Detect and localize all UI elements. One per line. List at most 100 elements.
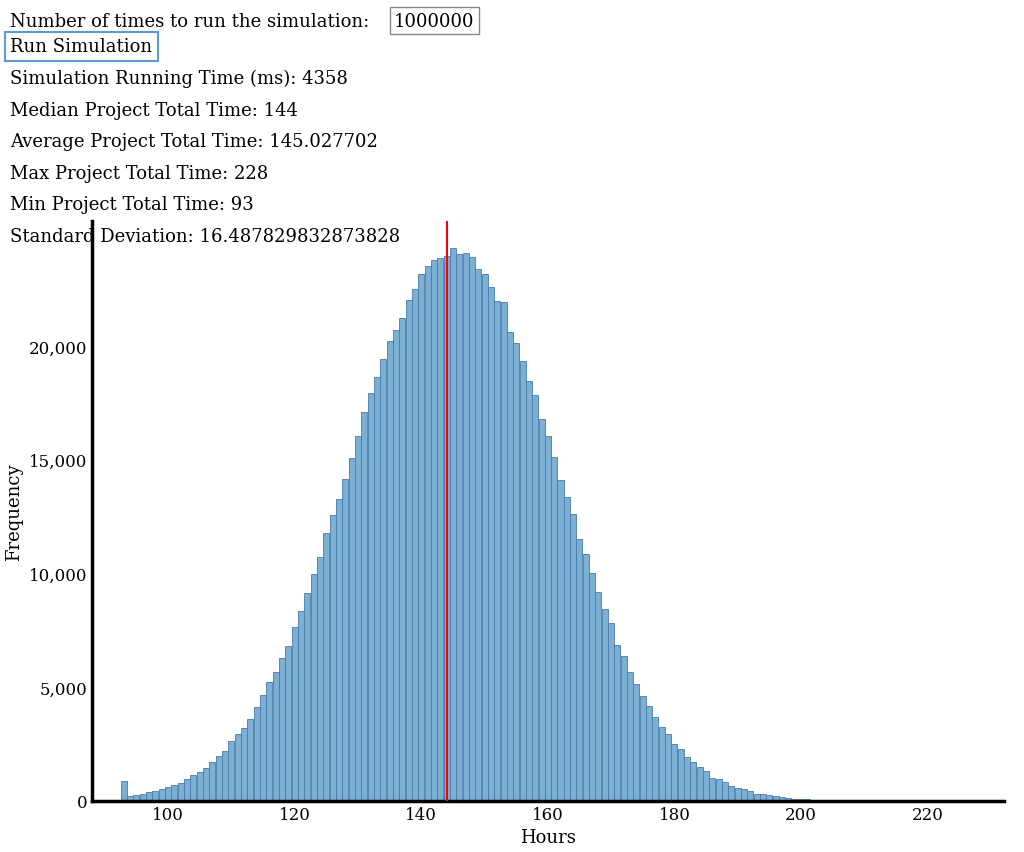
Bar — [779, 797, 785, 801]
Bar — [310, 574, 316, 801]
Bar — [399, 319, 406, 801]
Bar — [696, 768, 702, 801]
Bar — [133, 795, 139, 801]
Bar — [361, 412, 368, 801]
Bar — [463, 253, 469, 801]
Bar — [564, 498, 569, 801]
Bar — [260, 695, 266, 801]
Bar — [557, 481, 563, 801]
Bar — [387, 342, 392, 801]
Bar — [146, 792, 153, 801]
Bar — [722, 782, 728, 801]
Bar — [178, 783, 183, 801]
Text: Max Project Total Time: 228: Max Project Total Time: 228 — [10, 164, 268, 182]
Bar — [412, 289, 418, 801]
Bar — [304, 594, 310, 801]
Bar — [380, 360, 386, 801]
Bar — [457, 254, 462, 801]
Bar — [469, 258, 475, 801]
Bar — [665, 734, 671, 801]
Bar — [728, 786, 734, 801]
Bar — [298, 611, 304, 801]
Bar — [330, 515, 336, 801]
Bar — [317, 557, 323, 801]
Bar — [754, 794, 760, 801]
Bar — [431, 261, 437, 801]
Bar — [748, 792, 754, 801]
Text: Simulation Running Time (ms): 4358: Simulation Running Time (ms): 4358 — [10, 70, 348, 88]
Bar — [634, 684, 639, 801]
Bar — [437, 258, 443, 801]
X-axis label: Hours: Hours — [520, 828, 575, 846]
Bar — [487, 287, 494, 801]
Bar — [672, 745, 678, 801]
Bar — [184, 779, 190, 801]
Bar — [495, 302, 500, 801]
Bar — [519, 362, 525, 801]
Bar — [646, 706, 652, 801]
Bar — [324, 533, 330, 801]
Bar — [254, 707, 260, 801]
Bar — [348, 458, 354, 801]
Bar — [811, 800, 817, 801]
Text: Min Project Total Time: 93: Min Project Total Time: 93 — [10, 196, 254, 214]
Bar — [596, 592, 601, 801]
Bar — [336, 499, 342, 801]
Bar — [589, 573, 595, 801]
Bar — [228, 740, 234, 801]
Bar — [785, 797, 792, 801]
Bar — [741, 789, 748, 801]
Bar — [583, 555, 589, 801]
Bar — [551, 458, 557, 801]
Bar — [216, 756, 222, 801]
Bar — [652, 717, 658, 801]
Bar — [539, 420, 545, 801]
Bar — [804, 799, 810, 801]
Bar — [817, 800, 823, 801]
Bar — [501, 302, 507, 801]
Bar — [393, 330, 399, 801]
Bar — [197, 772, 203, 801]
Bar — [684, 757, 690, 801]
Bar — [418, 274, 424, 801]
Bar — [621, 656, 627, 801]
Bar — [153, 792, 159, 801]
Bar — [640, 696, 646, 801]
Bar — [507, 332, 513, 801]
Text: Run Simulation: Run Simulation — [10, 38, 153, 56]
Bar — [690, 763, 696, 801]
Bar — [368, 394, 374, 801]
Bar — [608, 623, 614, 801]
Bar — [374, 377, 380, 801]
Bar — [602, 609, 608, 801]
Bar — [355, 437, 361, 801]
Bar — [710, 778, 716, 801]
Bar — [627, 671, 633, 801]
Bar — [279, 658, 285, 801]
Bar — [272, 672, 279, 801]
Bar — [121, 781, 127, 801]
Text: 1000000: 1000000 — [394, 13, 475, 31]
Bar — [241, 728, 247, 801]
Text: Standard Deviation: 16.487829832873828: Standard Deviation: 16.487829832873828 — [10, 227, 400, 245]
Bar — [614, 645, 621, 801]
Bar — [159, 790, 165, 801]
Bar — [545, 436, 551, 801]
Bar — [760, 793, 766, 801]
Y-axis label: Frequency: Frequency — [5, 463, 24, 560]
Bar — [773, 797, 778, 801]
Bar — [658, 727, 665, 801]
Bar — [292, 627, 298, 801]
Bar — [703, 771, 709, 801]
Bar — [171, 785, 177, 801]
Bar — [475, 270, 481, 801]
Bar — [165, 787, 171, 801]
Bar — [570, 515, 577, 801]
Bar — [222, 751, 228, 801]
Bar — [234, 734, 241, 801]
Bar — [127, 797, 133, 801]
Bar — [406, 300, 412, 801]
Text: Median Project Total Time: 144: Median Project Total Time: 144 — [10, 101, 298, 119]
Bar — [513, 343, 519, 801]
Bar — [734, 788, 740, 801]
